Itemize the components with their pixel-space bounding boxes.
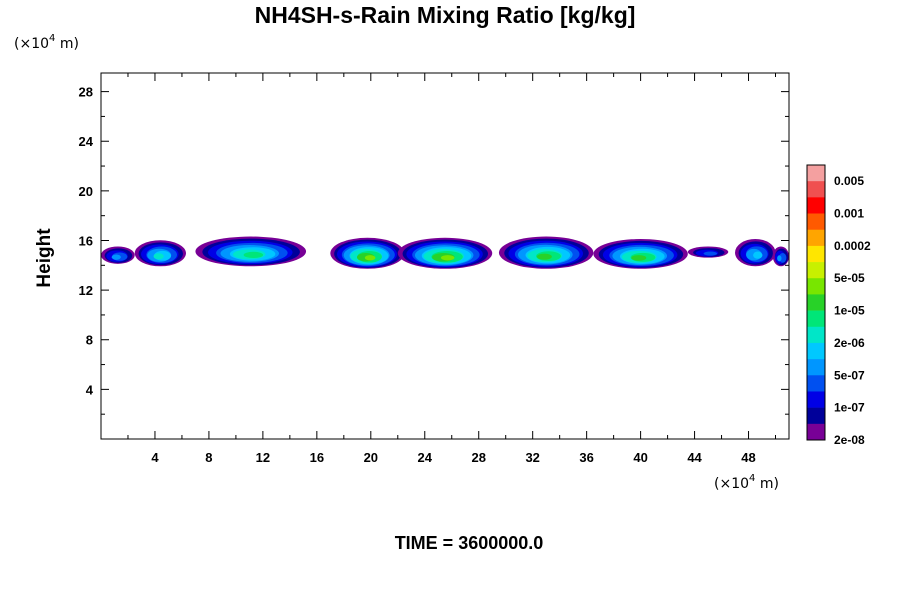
colorbar-swatch <box>807 342 825 360</box>
colorbar-label: 0.005 <box>834 174 864 188</box>
x-tick-label: 40 <box>633 450 647 465</box>
colorbar-swatch <box>807 229 825 247</box>
colorbar-frame <box>806 164 826 441</box>
x-tick-label: 28 <box>471 450 485 465</box>
x-tick-label: 12 <box>256 450 270 465</box>
contour-level <box>111 254 121 260</box>
y-tick-label: 28 <box>79 85 93 100</box>
cloud-blob <box>687 246 729 258</box>
x-tick-label: 24 <box>418 450 433 465</box>
contour-level <box>153 253 164 260</box>
colorbar-swatch <box>807 423 825 441</box>
y-axis: 4 8 12 16 20 24 28 <box>79 85 789 415</box>
contour-level <box>631 255 647 261</box>
x-tick-label: 32 <box>525 450 539 465</box>
colorbar: 0.005 0.001 0.0002 5e-05 1e-05 2e-06 5e-07 1e-0… <box>806 164 871 447</box>
colorbar-swatch <box>807 213 825 231</box>
x-axis: 4 8 12 16 20 24 28 32 36 40 44 48 <box>127 73 777 465</box>
y-tick-label: 4 <box>86 382 94 397</box>
cloud-blob <box>134 240 186 267</box>
y-tick-label: 12 <box>79 283 93 298</box>
colorbar-swatch <box>807 262 825 279</box>
contour-level <box>243 251 264 259</box>
x-tick-label: 48 <box>741 450 755 465</box>
cloud-blob <box>397 237 493 269</box>
x-tick-label: 36 <box>579 450 593 465</box>
colorbar-swatch <box>807 359 825 376</box>
x-axis-unit: (×104 m) <box>714 473 779 492</box>
colorbar-swatch <box>807 375 825 392</box>
x-tick-label: 16 <box>310 450 324 465</box>
colorbar-swatch <box>807 326 825 344</box>
contour-level <box>440 255 455 261</box>
chart-title: NH4SH-s-Rain Mixing Ratio [kg/kg] <box>255 2 636 28</box>
colorbar-label: 2e-06 <box>834 336 865 350</box>
colorbar-label: 1e-05 <box>834 304 865 318</box>
cloud-blob <box>772 246 789 267</box>
colorbar-swatch <box>807 165 825 182</box>
time-label: TIME = 3600000.0 <box>395 533 544 553</box>
colorbar-swatch <box>807 245 825 263</box>
plot-frame <box>100 72 790 440</box>
colorbar-swatch <box>807 294 825 311</box>
colorbar-label: 5e-05 <box>834 271 865 285</box>
y-axis-label: Height <box>34 228 55 288</box>
contour-level <box>753 251 763 259</box>
colorbar-swatch <box>807 278 825 295</box>
y-tick-label: 8 <box>86 333 93 348</box>
cloud-blob <box>330 237 405 269</box>
colorbar-label: 1e-07 <box>834 401 865 415</box>
y-axis-unit: (×104 m) <box>14 33 79 52</box>
contour-field <box>101 236 789 269</box>
x-tick-label: 44 <box>687 450 702 465</box>
colorbar-swatch <box>807 310 825 328</box>
x-tick-label: 20 <box>364 450 378 465</box>
colorbar-label: 0.0002 <box>834 239 871 253</box>
x-tick-label: 4 <box>151 450 159 465</box>
colorbar-swatch <box>807 391 825 408</box>
x-tick-label: 8 <box>205 450 212 465</box>
colorbar-label: 2e-08 <box>834 433 865 447</box>
colorbar-swatch <box>807 197 825 214</box>
contour-level <box>777 255 782 262</box>
colorbar-swatch <box>807 407 825 425</box>
y-tick-label: 16 <box>79 233 93 248</box>
contour-level <box>536 253 552 260</box>
colorbar-label: 0.001 <box>834 207 864 221</box>
cloud-blob <box>593 239 688 269</box>
cloud-blob <box>498 236 594 269</box>
colorbar-swatch <box>807 181 825 198</box>
cloud-blob <box>195 236 307 267</box>
y-tick-label: 20 <box>79 184 93 199</box>
contour-level <box>364 255 376 261</box>
cloud-blob <box>101 246 135 264</box>
colorbar-label: 5e-07 <box>834 368 865 382</box>
contour-level <box>703 251 718 256</box>
cloud-blob <box>735 239 776 267</box>
y-tick-label: 24 <box>79 134 94 149</box>
